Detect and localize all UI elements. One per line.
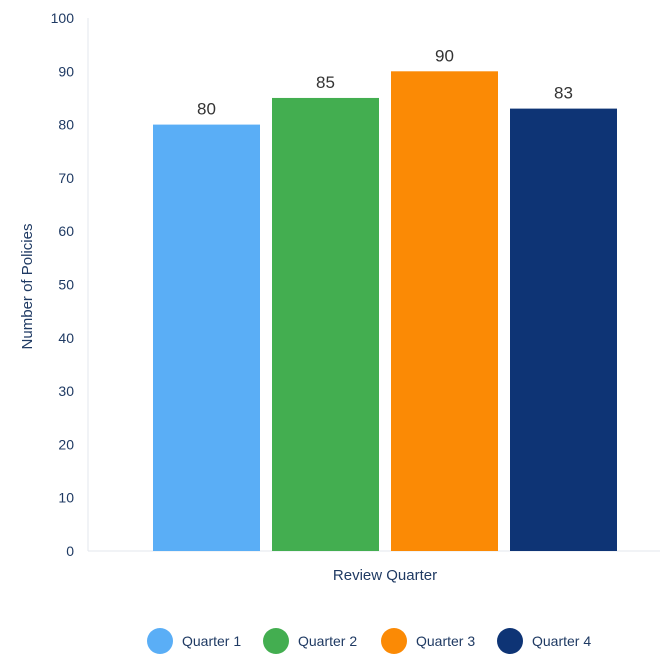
y-tick-label: 20	[58, 436, 74, 452]
legend: Quarter 1 Quarter 2 Quarter 3 Quarter 4	[147, 628, 591, 654]
legend-item: Quarter 3	[381, 628, 475, 654]
legend-label: Quarter 3	[416, 633, 475, 649]
y-tick-label: 30	[58, 383, 74, 399]
legend-label: Quarter 2	[298, 633, 357, 649]
data-label: 80	[197, 100, 216, 119]
x-axis-title: Review Quarter	[333, 567, 437, 584]
legend-marker	[497, 628, 523, 654]
y-axis-ticks: 0 10 20 30 40 50 60 70 80 90 100	[51, 10, 75, 559]
legend-item: Quarter 4	[497, 628, 591, 654]
bar-quarter-1	[153, 124, 260, 551]
legend-marker	[263, 628, 289, 654]
y-tick-label: 50	[58, 277, 74, 293]
y-tick-label: 90	[58, 63, 74, 79]
y-tick-label: 40	[58, 330, 74, 346]
y-axis-title: Number of Policies	[19, 224, 36, 350]
data-labels: 80 85 90 83	[197, 46, 573, 118]
data-label: 83	[554, 84, 573, 103]
legend-label: Quarter 4	[532, 633, 591, 649]
legend-item: Quarter 2	[263, 628, 357, 654]
y-tick-label: 80	[58, 117, 74, 133]
bar-quarter-4	[510, 108, 617, 552]
y-tick-label: 0	[66, 543, 74, 559]
bars	[153, 71, 617, 552]
data-label: 85	[316, 73, 335, 92]
y-tick-label: 10	[58, 490, 74, 506]
legend-marker	[381, 628, 407, 654]
legend-label: Quarter 1	[182, 633, 241, 649]
legend-marker	[147, 628, 173, 654]
y-tick-label: 60	[58, 223, 74, 239]
legend-item: Quarter 1	[147, 628, 241, 654]
bar-quarter-2	[272, 97, 379, 551]
bar-quarter-3	[391, 71, 498, 552]
y-tick-label: 100	[51, 10, 75, 26]
y-tick-label: 70	[58, 170, 74, 186]
data-label: 90	[435, 46, 454, 65]
